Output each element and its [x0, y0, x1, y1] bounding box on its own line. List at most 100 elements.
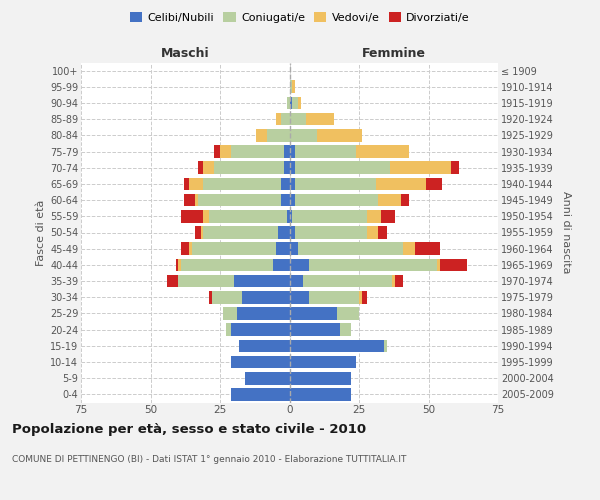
Bar — [275, 242, 290, 255]
Bar — [298, 242, 403, 255]
Bar — [281, 178, 290, 190]
Bar — [267, 129, 290, 141]
Bar — [195, 194, 198, 206]
Bar — [290, 291, 309, 304]
Bar — [362, 291, 367, 304]
Bar — [281, 113, 290, 126]
Bar — [292, 80, 295, 93]
Bar — [220, 145, 231, 158]
Bar — [290, 340, 384, 352]
Bar — [290, 80, 292, 93]
Bar — [290, 275, 304, 287]
Bar — [426, 178, 442, 190]
Bar — [290, 210, 292, 222]
Bar — [290, 307, 337, 320]
Bar — [290, 162, 295, 174]
Bar — [292, 210, 367, 222]
Bar — [242, 291, 290, 304]
Bar — [192, 242, 275, 255]
Bar — [231, 324, 290, 336]
Bar — [290, 194, 295, 206]
Bar — [295, 194, 379, 206]
Bar — [181, 258, 273, 271]
Y-axis label: Anni di nascita: Anni di nascita — [560, 191, 571, 274]
Bar — [290, 242, 298, 255]
Bar — [290, 388, 350, 400]
Bar — [389, 162, 451, 174]
Bar — [295, 226, 367, 239]
Bar — [403, 242, 415, 255]
Bar — [181, 242, 190, 255]
Bar — [392, 275, 395, 287]
Bar — [200, 226, 203, 239]
Bar — [178, 258, 181, 271]
Bar — [209, 210, 287, 222]
Bar — [337, 307, 359, 320]
Bar — [290, 178, 295, 190]
Bar — [195, 226, 200, 239]
Bar — [340, 324, 350, 336]
Bar — [292, 96, 298, 110]
Bar — [231, 356, 290, 368]
Bar — [379, 194, 401, 206]
Bar — [367, 210, 381, 222]
Bar — [203, 178, 281, 190]
Bar — [226, 324, 231, 336]
Bar — [367, 226, 379, 239]
Bar — [290, 96, 292, 110]
Bar — [245, 372, 290, 384]
Bar — [290, 113, 306, 126]
Y-axis label: Fasce di età: Fasce di età — [35, 200, 46, 266]
Bar — [440, 258, 467, 271]
Bar — [295, 178, 376, 190]
Bar — [356, 145, 409, 158]
Text: COMUNE DI PETTINENGO (BI) - Dati ISTAT 1° gennaio 2010 - Elaborazione TUTTITALIA: COMUNE DI PETTINENGO (BI) - Dati ISTAT 1… — [12, 455, 406, 464]
Bar — [190, 242, 192, 255]
Bar — [290, 129, 317, 141]
Bar — [203, 162, 214, 174]
Bar — [290, 356, 356, 368]
Bar — [290, 372, 350, 384]
Bar — [287, 210, 290, 222]
Bar — [295, 145, 356, 158]
Bar — [451, 162, 459, 174]
Bar — [231, 388, 290, 400]
Bar — [284, 145, 290, 158]
Bar — [309, 291, 359, 304]
Bar — [298, 96, 301, 110]
Bar — [239, 340, 290, 352]
Bar — [290, 258, 309, 271]
Bar — [178, 275, 234, 287]
Bar — [184, 178, 190, 190]
Bar — [415, 242, 440, 255]
Bar — [273, 258, 290, 271]
Bar — [290, 226, 295, 239]
Bar — [214, 145, 220, 158]
Bar — [304, 275, 392, 287]
Bar — [231, 145, 284, 158]
Bar — [290, 324, 340, 336]
Bar — [306, 113, 334, 126]
Bar — [198, 162, 203, 174]
Text: Popolazione per età, sesso e stato civile - 2010: Popolazione per età, sesso e stato civil… — [12, 422, 366, 436]
Bar — [214, 162, 284, 174]
Bar — [284, 162, 290, 174]
Bar — [275, 113, 281, 126]
Bar — [190, 178, 203, 190]
Bar — [203, 210, 209, 222]
Bar — [376, 178, 426, 190]
Bar — [184, 194, 195, 206]
Bar — [223, 307, 236, 320]
Bar — [212, 291, 242, 304]
Bar — [256, 129, 267, 141]
Bar — [290, 145, 295, 158]
Bar — [203, 226, 278, 239]
Bar — [401, 194, 409, 206]
Bar — [181, 210, 203, 222]
Bar — [395, 275, 403, 287]
Bar — [167, 275, 178, 287]
Bar — [209, 291, 212, 304]
Bar — [176, 258, 178, 271]
Bar — [236, 307, 290, 320]
Bar — [317, 129, 362, 141]
